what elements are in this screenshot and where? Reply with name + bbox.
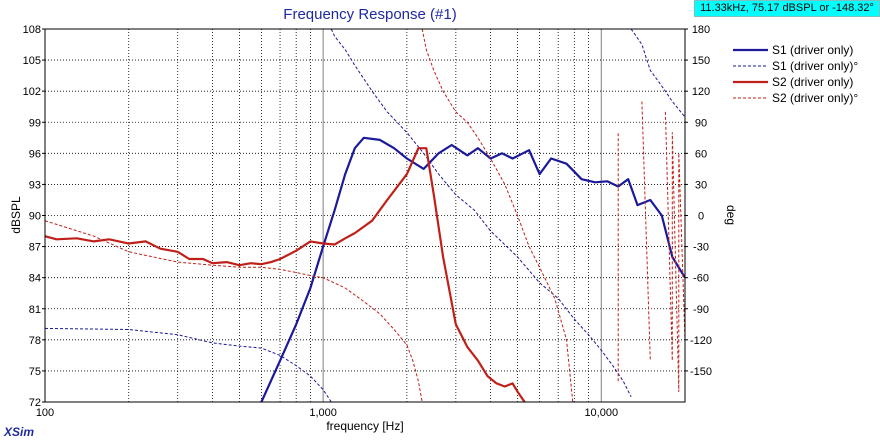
y2-tick-label: -90: [693, 304, 709, 316]
y-tick-label: 84: [29, 273, 41, 285]
y-tick-label: 99: [29, 117, 41, 129]
y-tick-label: 105: [23, 55, 41, 67]
grid: [45, 29, 685, 402]
y2-tick-label: 0: [698, 211, 704, 223]
x-tick-label: 10,000: [584, 407, 618, 419]
series-line-2: [45, 29, 685, 402]
cursor-readout: 11.33kHz, 75.17 dBSPL or -148.32°: [694, 0, 880, 17]
y2-tick-label: -150: [690, 366, 712, 378]
legend: S1 (driver only) S1 (driver only)° S2 (dri…: [733, 43, 858, 105]
brand-logo: XSim: [4, 425, 35, 439]
y-tick-label: 78: [29, 335, 41, 347]
y2-tick-label: 60: [695, 148, 707, 160]
y2-tick-label: 180: [692, 24, 710, 36]
y-axis-label: dBSPL: [9, 196, 23, 234]
legend-label-2: S1 (driver only)°: [772, 59, 858, 73]
y2-tick-label: 120: [692, 86, 710, 98]
y-tick-label: 102: [23, 86, 41, 98]
plot-area: [45, 29, 685, 402]
y-tick-label: 75: [29, 366, 41, 378]
y2-tick-label: -60: [693, 273, 709, 285]
y-tick-label: 90: [29, 211, 41, 223]
legend-label-1: S1 (driver only): [772, 43, 853, 57]
y2-tick-label: 150: [692, 55, 710, 67]
y2-tick-label: -30: [693, 242, 709, 254]
series-line-1: [260, 136, 685, 402]
x-tick-label: 100: [36, 407, 54, 419]
legend-label-4: S2 (driver only)°: [772, 91, 858, 105]
y-tick-label: 72: [29, 397, 41, 409]
chart-title: Frequency Response (#1): [283, 6, 456, 23]
y-tick-label: 87: [29, 242, 41, 254]
y2-tick-label: 90: [695, 117, 707, 129]
series-line-3: [45, 147, 526, 402]
x-tick-label: 1,000: [309, 407, 337, 419]
y-tick-label: 108: [23, 24, 41, 36]
y-tick-label: 93: [29, 179, 41, 191]
x-axis-label: frequency [Hz]: [326, 419, 403, 433]
y-tick-label: 96: [29, 148, 41, 160]
y-tick-label: 81: [29, 304, 41, 316]
curves: [45, 29, 685, 402]
legend-label-3: S2 (driver only): [772, 75, 853, 89]
tick-labels: 72 75 78 81 84 87 90 93 96 99 102 105 108 -150 -120 -90…: [23, 24, 712, 419]
y2-tick-label: -120: [690, 335, 712, 347]
y2-tick-label: 30: [695, 179, 707, 191]
y2-axis-label: deg: [724, 205, 738, 225]
